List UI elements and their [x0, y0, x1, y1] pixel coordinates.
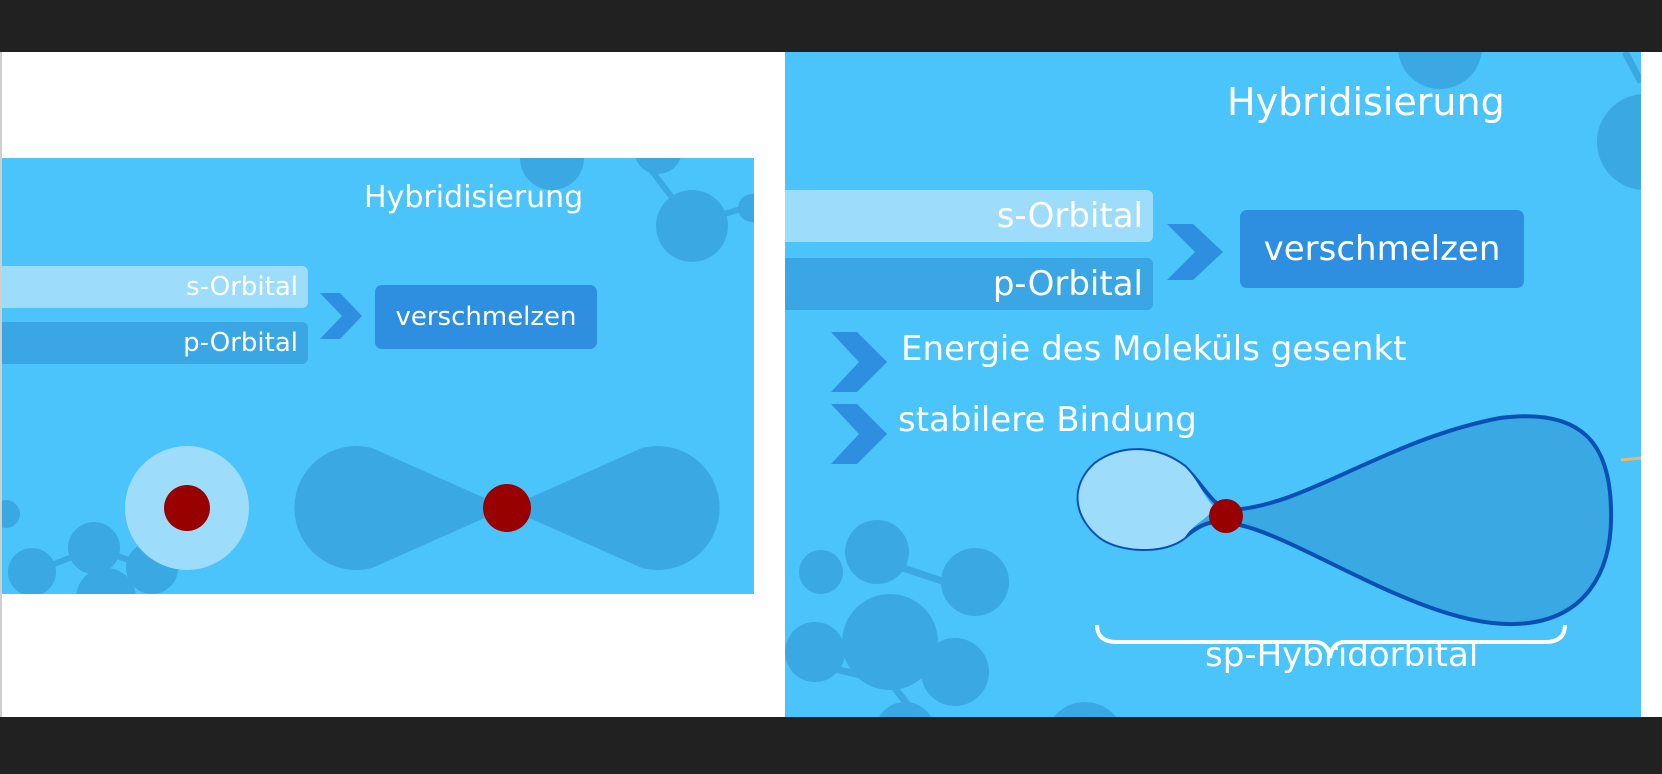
- merge-box: verschmelzen: [375, 285, 597, 349]
- nucleus-dot: [164, 485, 210, 531]
- left-edge-line: [0, 52, 2, 717]
- slide-title: Hybridisierung: [1227, 80, 1505, 124]
- molecule-decoration: [2, 158, 754, 594]
- p-orbital-bar: p-Orbital: [2, 322, 308, 364]
- p-orbital-lobes: [294, 446, 720, 570]
- bottom-black-bar: [0, 717, 1662, 774]
- s-orbital-label: s-Orbital: [996, 196, 1143, 236]
- s-orbital-sphere: [125, 446, 249, 570]
- left-slide: Hybridisierung s-Orbital p-Orbital versc…: [2, 158, 754, 594]
- sp-hybrid-orbital: [1076, 414, 1614, 627]
- slide-title: Hybridisierung: [364, 180, 584, 215]
- p-orbital-bar: p-Orbital: [785, 258, 1153, 310]
- edge-mark: [1620, 456, 1641, 462]
- right-slide: Hybridisierung s-Orbital p-Orbital versc…: [785, 52, 1641, 717]
- nucleus-dot: [483, 484, 531, 532]
- merge-box: verschmelzen: [1240, 210, 1524, 288]
- top-black-bar: [0, 0, 1662, 52]
- curly-brace: [1095, 624, 1567, 659]
- bullet-energy: Energie des Moleküls gesenkt: [901, 329, 1407, 369]
- p-orbital-label: p-Orbital: [183, 328, 298, 358]
- nucleus-dot: [1209, 499, 1243, 533]
- bullet-stability: stabilere Bindung: [898, 400, 1197, 440]
- chevron-right-icon: [320, 293, 362, 339]
- s-orbital-bar: s-Orbital: [785, 190, 1153, 242]
- hybrid-label: sp-Hybridorbital: [1205, 635, 1479, 675]
- s-orbital-bar: s-Orbital: [2, 266, 308, 308]
- molecule-decoration: [785, 52, 1641, 717]
- s-orbital-label: s-Orbital: [186, 272, 298, 302]
- chevron-right-icon: [831, 224, 1223, 464]
- p-orbital-label: p-Orbital: [992, 264, 1143, 304]
